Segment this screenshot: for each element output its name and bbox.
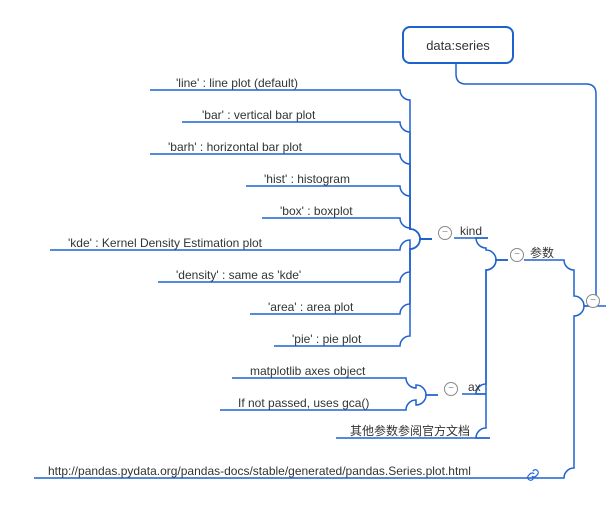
- collapse-ax[interactable]: −: [444, 382, 458, 396]
- root-label: data:series: [426, 38, 490, 53]
- url-node: http://pandas.pydata.org/pandas-docs/sta…: [48, 464, 471, 478]
- kind-leaf-8: 'pie' : pie plot: [292, 332, 361, 346]
- collapse-right[interactable]: −: [586, 294, 600, 308]
- ax-leaf-0: matplotlib axes object: [250, 364, 365, 378]
- kind-leaf-5: 'kde' : Kernel Density Estimation plot: [68, 236, 262, 250]
- other-node: 其他参数参阅官方文档: [350, 424, 470, 438]
- collapse-kind[interactable]: −: [438, 226, 452, 240]
- link-icon: [526, 468, 540, 482]
- kind-leaf-6: 'density' : same as 'kde': [176, 268, 301, 282]
- ax-node: ax: [468, 380, 481, 394]
- kind-node: kind: [460, 224, 482, 238]
- kind-leaf-1: 'bar' : vertical bar plot: [202, 108, 315, 122]
- kind-leaf-3: 'hist' : histogram: [264, 172, 350, 186]
- root-node: data:series: [402, 26, 514, 64]
- kind-leaf-7: 'area' : area plot: [268, 300, 353, 314]
- kind-leaf-0: 'line' : line plot (default): [176, 76, 298, 90]
- collapse-params[interactable]: −: [510, 248, 524, 262]
- ax-leaf-1: If not passed, uses gca(): [238, 396, 369, 410]
- params-node: 参数: [530, 246, 554, 260]
- kind-leaf-2: 'barh' : horizontal bar plot: [168, 140, 302, 154]
- kind-leaf-4: 'box' : boxplot: [280, 204, 353, 218]
